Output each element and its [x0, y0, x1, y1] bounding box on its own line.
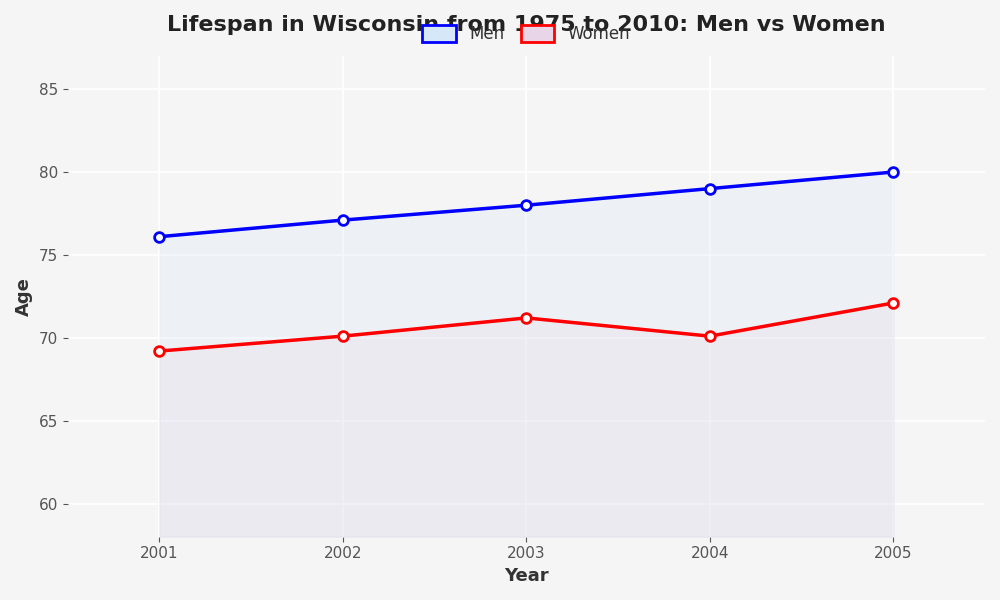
- X-axis label: Year: Year: [504, 567, 549, 585]
- Title: Lifespan in Wisconsin from 1975 to 2010: Men vs Women: Lifespan in Wisconsin from 1975 to 2010:…: [167, 15, 886, 35]
- Y-axis label: Age: Age: [15, 277, 33, 316]
- Legend: Men, Women: Men, Women: [414, 16, 639, 51]
